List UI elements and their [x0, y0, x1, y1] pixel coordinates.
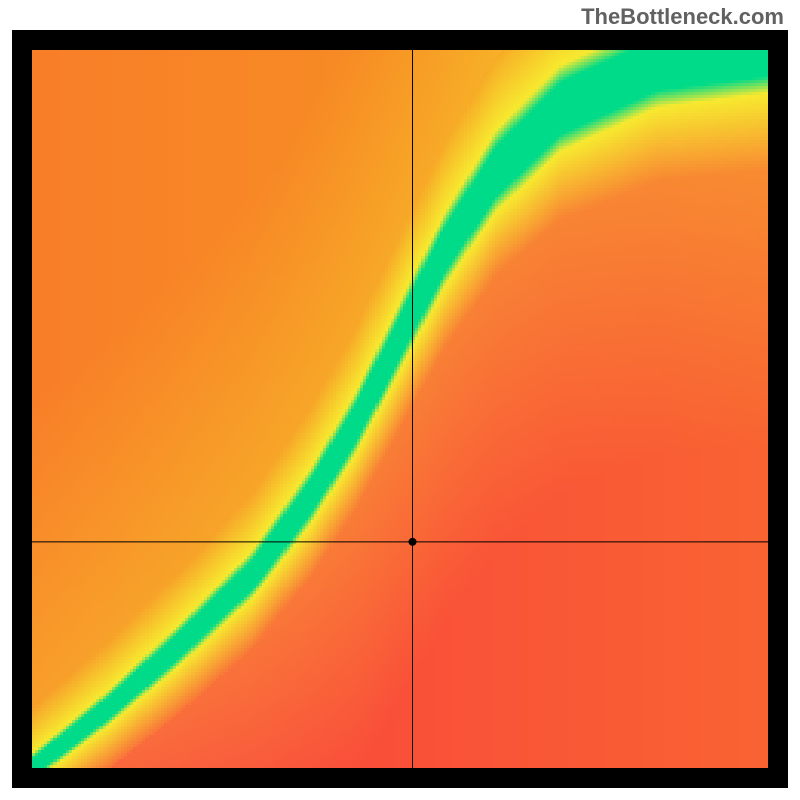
- chart-container: TheBottleneck.com: [0, 0, 800, 800]
- watermark-text: TheBottleneck.com: [581, 4, 784, 30]
- plot-frame: [12, 30, 788, 788]
- heatmap-canvas: [12, 30, 788, 788]
